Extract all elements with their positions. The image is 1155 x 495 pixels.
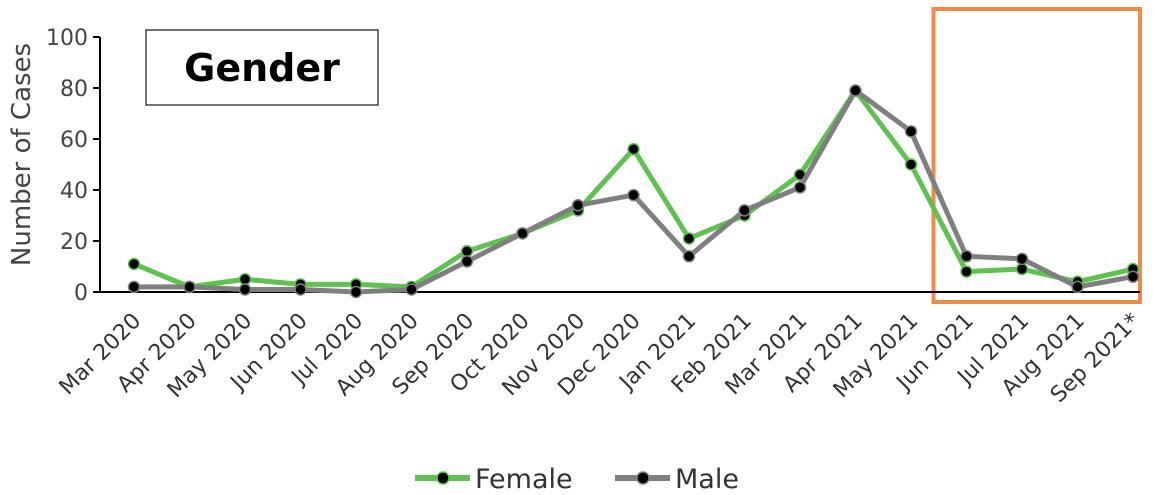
axis-layer [99,37,1140,293]
highlight-box [931,7,1142,304]
data-point-male [1071,280,1084,294]
data-point-male [127,280,141,294]
data-point-male [183,280,196,294]
data-point-female [904,158,918,171]
data-point-male [960,250,973,263]
data-point-male [682,250,696,263]
legend: Female Male [415,464,739,495]
legend-label: Female [475,464,573,495]
legend-swatch-marker [436,471,450,485]
data-point-male [627,188,640,202]
data-point-male [849,84,862,97]
chart-title-box: Gender [145,29,379,106]
series-female [127,84,1140,294]
data-point-male [904,125,918,138]
legend-item-male: Male [615,464,739,495]
data-point-male [793,181,807,194]
y-tick-label: 20 [60,230,88,255]
data-point-male [349,285,363,299]
data-point-male [238,283,252,296]
data-point-male [571,199,585,212]
data-point-male [460,255,474,268]
chart-title-frame [145,29,379,106]
data-point-male [1126,270,1140,283]
legend-item-female: Female [415,464,573,495]
legend-label: Male [675,464,739,495]
legend-swatch-marker [636,471,650,485]
y-tick-label: 0 [74,281,88,306]
y-tick-label: 40 [60,179,88,204]
series-layer [127,84,1140,299]
y-axis-label: Number of Cases [7,43,37,266]
chart-title: Gender [184,46,340,90]
y-tick-label: 100 [46,26,88,51]
data-point-female [627,142,640,156]
data-point-male [516,227,529,240]
y-ticks: 0 20 40 60 80 100 [46,26,100,306]
data-point-female [960,265,973,278]
series-male [127,84,1140,299]
data-point-male [1015,252,1029,266]
highlight-box-layer [931,7,1142,304]
data-point-male [738,204,751,217]
y-tick-label: 60 [60,128,88,153]
data-point-female [682,232,696,245]
data-point-female [1015,262,1029,276]
data-point-female [127,257,141,271]
y-tick-label: 80 [60,77,88,102]
data-point-female [238,273,252,286]
data-point-male [405,283,418,296]
data-point-male [294,283,307,296]
data-point-female [460,244,474,258]
